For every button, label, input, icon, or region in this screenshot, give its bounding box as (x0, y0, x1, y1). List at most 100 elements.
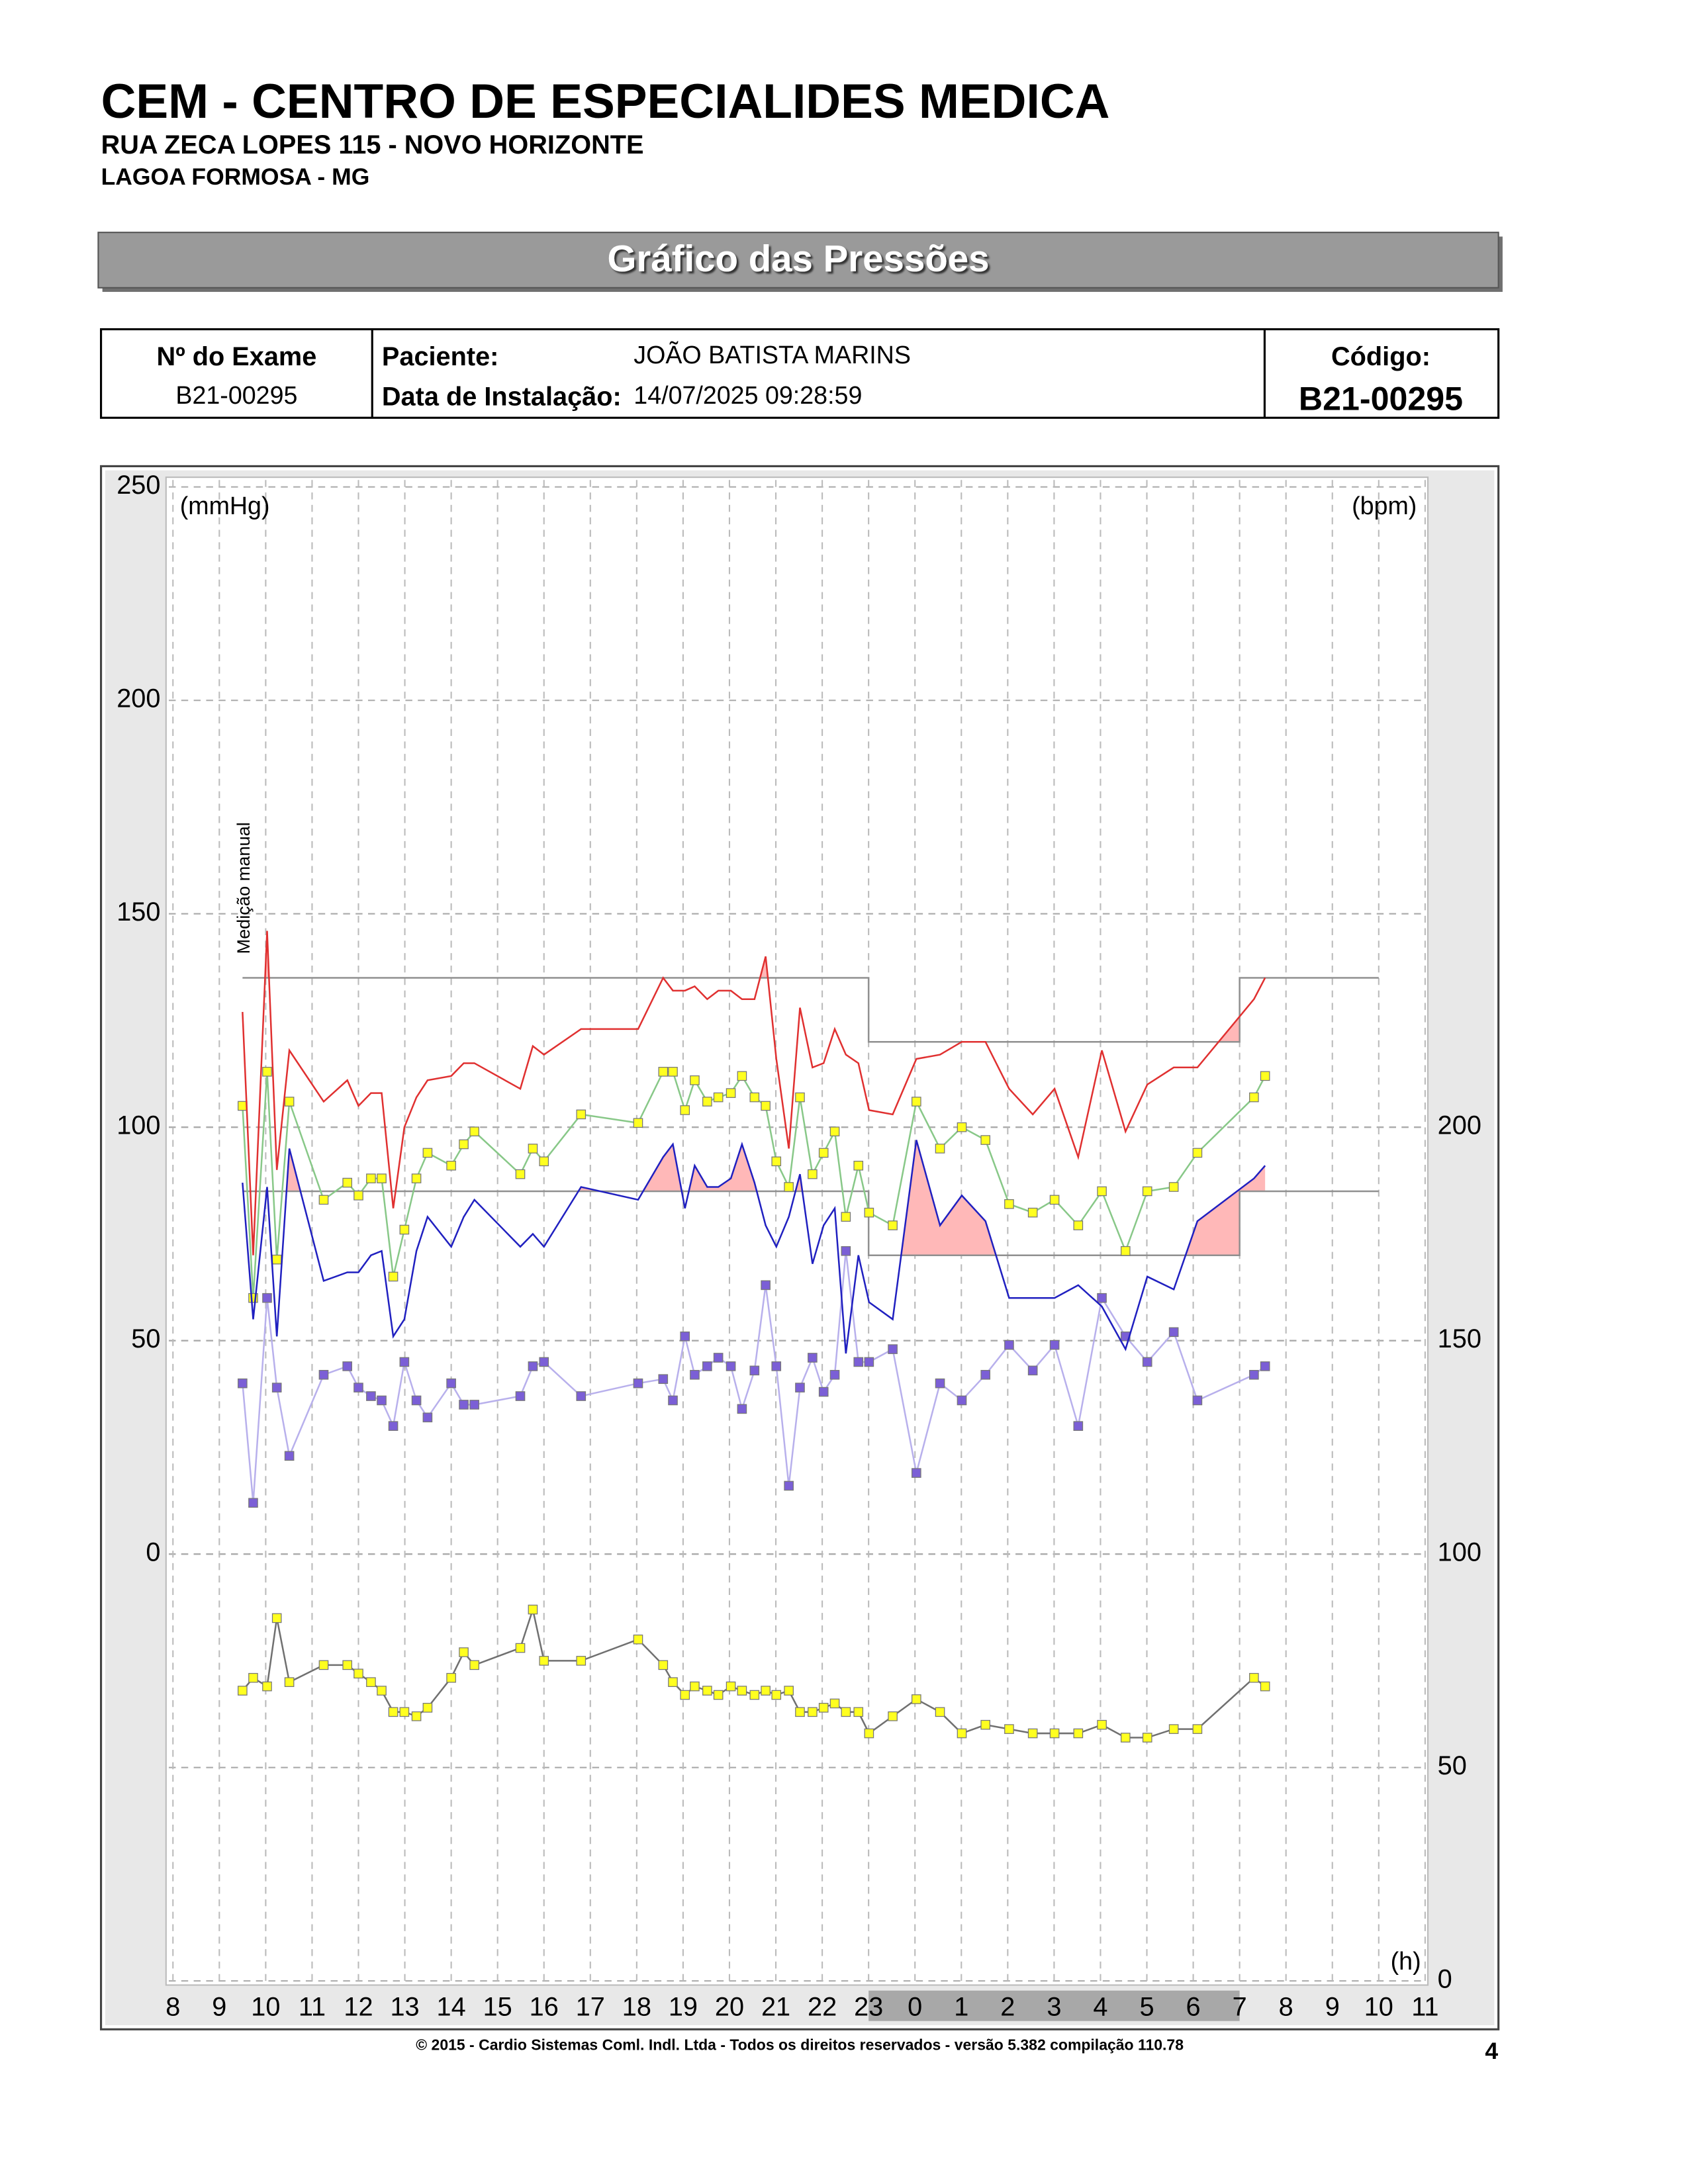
series-marker (411, 1395, 422, 1406)
y-tick-label: 250 (117, 471, 160, 500)
series-marker (980, 1719, 991, 1730)
series-marker (633, 1634, 643, 1645)
series-marker (1097, 1719, 1107, 1730)
series-marker (342, 1361, 353, 1371)
series-marker (795, 1707, 805, 1717)
series-marker (761, 1101, 771, 1111)
x-tick-label: 0 (908, 1992, 922, 2021)
series-marker (515, 1643, 526, 1653)
series-marker (1260, 1361, 1270, 1371)
y2-axis-label: (bpm) (1352, 492, 1417, 520)
series-marker (726, 1088, 736, 1098)
annotation: Medição manual (233, 822, 254, 954)
series-marker (795, 1092, 805, 1103)
series-marker (1192, 1148, 1203, 1158)
series-marker (1249, 1092, 1259, 1103)
x-tick-label: 20 (715, 1992, 744, 2021)
x-tick-label: 1 (954, 1992, 968, 2021)
series-marker (1142, 1357, 1152, 1367)
series-marker (271, 1254, 282, 1265)
series-marker (864, 1728, 874, 1739)
series-marker (318, 1195, 329, 1205)
series-marker (469, 1400, 479, 1410)
series-marker (713, 1353, 724, 1363)
exam-value: B21-00295 (175, 381, 297, 409)
series-marker (680, 1105, 690, 1115)
series-marker (690, 1369, 700, 1380)
series-marker (702, 1097, 712, 1107)
series-marker (633, 1118, 643, 1128)
series-marker (912, 1468, 921, 1478)
series-marker (446, 1160, 456, 1171)
series-marker (841, 1212, 851, 1222)
clinic-title: CEM - CENTRO DE ESPECIALIDES MEDICA (101, 74, 1110, 128)
series-marker (888, 1220, 898, 1230)
code-label: Código: (1331, 342, 1430, 371)
x-tick-label: 15 (483, 1992, 512, 2021)
series-marker (818, 1703, 829, 1713)
series-marker (411, 1711, 422, 1721)
x-tick-label: 3 (1047, 1992, 1061, 2021)
series-marker (1260, 1071, 1270, 1081)
series-line (242, 931, 1266, 1255)
series-marker (864, 1207, 874, 1218)
series-marker (271, 1383, 282, 1392)
series-marker (702, 1686, 712, 1696)
series-marker (422, 1703, 433, 1713)
exam-label: Nº do Exame (157, 342, 317, 371)
y2-tick-label: 0 (1438, 1965, 1452, 1994)
series-marker (980, 1135, 991, 1145)
series-marker (829, 1126, 840, 1136)
series-marker (935, 1707, 945, 1717)
series-marker (784, 1480, 794, 1491)
clinic-city: LAGOA FORMOSA - MG (101, 163, 370, 190)
clinic-address: RUA ZECA LOPES 115 - NOVO HORIZONTE (101, 130, 644, 159)
limit-line (242, 1190, 1379, 1256)
series-marker (761, 1686, 771, 1696)
series-marker (342, 1177, 353, 1188)
series-marker (658, 1374, 669, 1385)
limit-line (242, 977, 1379, 1043)
series-marker (411, 1173, 422, 1183)
series-marker (888, 1711, 898, 1721)
series-marker (680, 1690, 690, 1700)
x-tick-label: 11 (299, 1992, 326, 2021)
series-marker (238, 1686, 248, 1696)
x-tick-label: 8 (165, 1992, 180, 2021)
series-marker (658, 1660, 669, 1670)
series-marker (576, 1391, 586, 1401)
series-marker (248, 1672, 258, 1683)
series-marker (528, 1604, 538, 1615)
series-marker (784, 1182, 794, 1192)
install-value: 14/07/2025 09:28:59 (633, 381, 862, 409)
series-marker (935, 1144, 945, 1154)
x-tick-label: 13 (390, 1992, 419, 2021)
y-tick-label: 100 (117, 1111, 160, 1140)
series-marker (1073, 1421, 1084, 1432)
series-marker (784, 1686, 794, 1696)
series-marker (1142, 1733, 1152, 1743)
series-marker (771, 1156, 782, 1167)
series-marker (818, 1387, 829, 1397)
series-marker (318, 1660, 329, 1670)
series-marker (737, 1071, 747, 1081)
series-marker (853, 1357, 864, 1367)
y-tick-label: 150 (117, 897, 160, 927)
y-axis-label: (mmHg) (180, 492, 270, 520)
series-marker (446, 1378, 456, 1388)
series-marker (238, 1101, 248, 1111)
x-tick-label: 9 (1325, 1992, 1340, 2021)
series-marker (1049, 1195, 1060, 1205)
x-tick-label: 9 (212, 1992, 226, 2021)
series-marker (1120, 1246, 1131, 1256)
series-marker (829, 1369, 840, 1380)
series-marker (668, 1067, 678, 1077)
series-marker (1004, 1199, 1014, 1209)
series-marker (957, 1728, 967, 1739)
series-marker (658, 1067, 669, 1077)
series-marker (864, 1357, 874, 1367)
series-marker (1260, 1681, 1270, 1692)
y2-tick-label: 100 (1438, 1538, 1481, 1567)
series-marker (808, 1353, 818, 1363)
series-marker (262, 1067, 272, 1077)
